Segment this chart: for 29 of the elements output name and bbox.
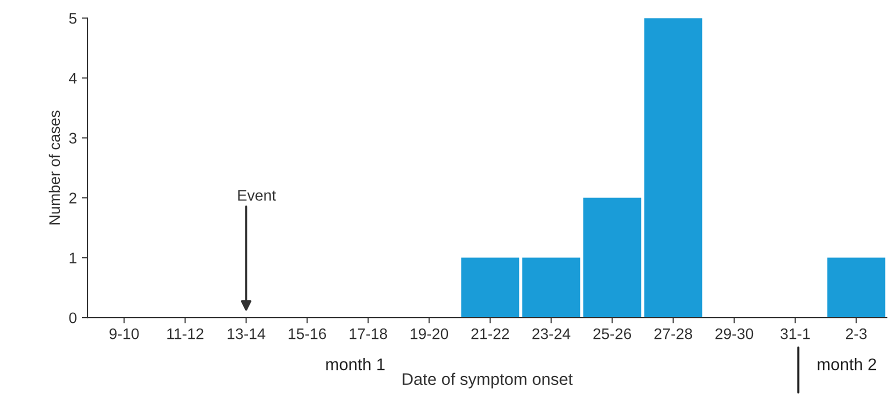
x-tick-label: 11-12 (167, 328, 204, 340)
text: month 1 (326, 358, 385, 370)
annotation: Event (238, 190, 276, 201)
x-tick-label: 15-16 (288, 328, 326, 340)
x-tick-label: 25-26 (593, 328, 632, 340)
x-tick-label: 2-3 (846, 328, 867, 340)
y-tick-label: 0 (69, 312, 76, 324)
x-tick-label: 31-1 (780, 328, 810, 340)
x-tick-label: 17-18 (350, 328, 388, 340)
x-tick-label: 13-14 (228, 328, 266, 340)
bar (827, 258, 886, 318)
bar (583, 198, 642, 318)
y-axis-title: Number of cases (48, 110, 60, 224)
y-tick-label: 1 (70, 252, 76, 264)
x-tick-label: 21-22 (471, 328, 509, 340)
x-tick-label: 23-24 (532, 328, 570, 340)
x-tick-label: 9-10 (110, 328, 139, 340)
y-tick-label: 3 (69, 132, 76, 144)
x-tick-label: 29-30 (715, 328, 754, 340)
bar (644, 18, 702, 318)
bar (522, 258, 580, 318)
x-tick-label: 27-28 (654, 328, 692, 340)
y-tick-label: 2 (69, 192, 76, 204)
bar (461, 258, 520, 318)
x-axis-title: Date of symptom onset (402, 372, 573, 388)
text: month 2 (818, 358, 876, 370)
y-tick-label: 5 (69, 13, 76, 24)
x-tick-label: 19-20 (410, 328, 448, 340)
y-tick-label: 4 (68, 73, 77, 84)
